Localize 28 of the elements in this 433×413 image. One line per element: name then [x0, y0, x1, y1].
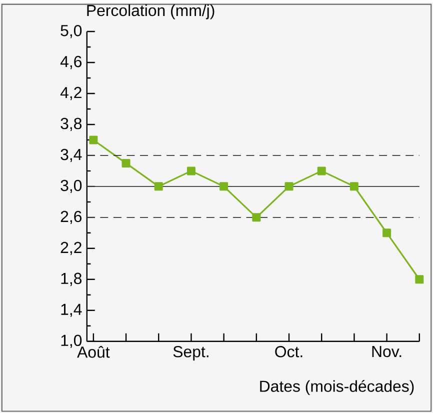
- y-tick-label: 5,0: [60, 24, 82, 38]
- point: [317, 166, 326, 176]
- point: [89, 136, 98, 144]
- point: [122, 158, 130, 168]
- y-tick-label: 3,4: [60, 148, 82, 162]
- y-tick-label: 3,0: [60, 180, 82, 193]
- y-tick-label: 1,8: [61, 272, 82, 286]
- x-axis-title: Dates (mois-décades): [260, 380, 414, 395]
- point: [382, 228, 392, 238]
- point: [220, 182, 228, 191]
- point: [154, 182, 163, 191]
- y-tick-label: 1,0: [61, 334, 82, 348]
- y-tick-label: 2,2: [60, 242, 82, 255]
- y-tick-label: 4,6: [60, 56, 82, 70]
- x-tick-label: Août: [77, 346, 110, 358]
- x-tick-label: Nov.: [372, 346, 402, 358]
- point: [252, 213, 261, 222]
- y-tick-label: 1,4: [61, 304, 82, 317]
- point: [415, 275, 424, 284]
- y-tick-label: 3,8: [60, 118, 82, 131]
- x-tick-label: Oct.: [275, 346, 302, 358]
- point: [186, 166, 196, 176]
- y-tick-label: 2,6: [60, 210, 82, 224]
- point: [284, 182, 294, 191]
- y-axis-title: Percolation (mm/j): [87, 4, 214, 20]
- y-tick-label: 4,2: [60, 86, 82, 100]
- x-tick-label: Sept.: [173, 346, 208, 360]
- point: [350, 182, 358, 191]
